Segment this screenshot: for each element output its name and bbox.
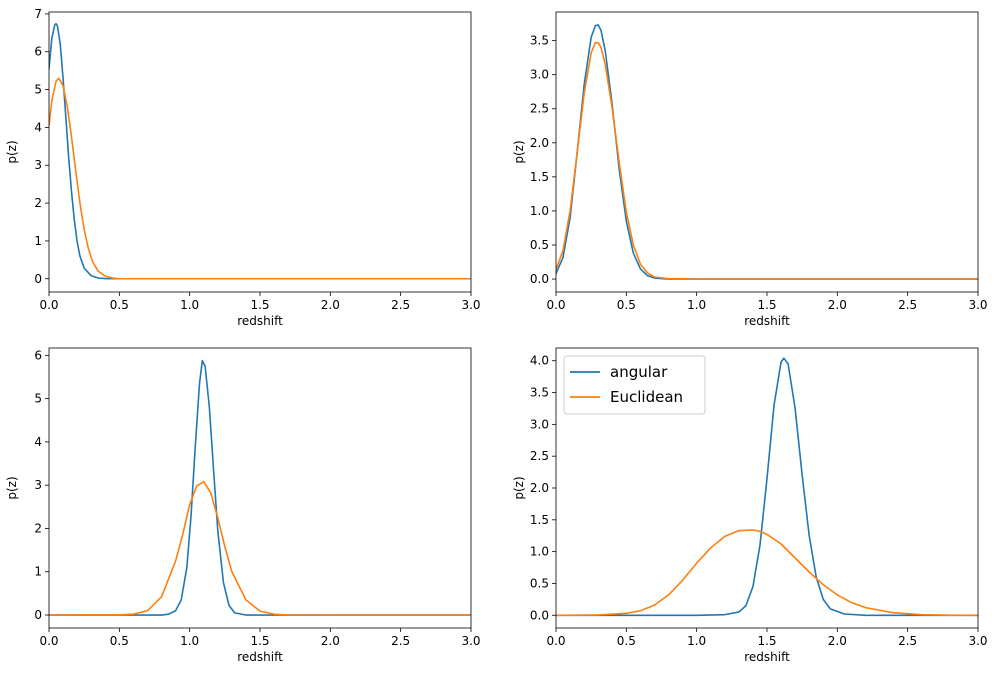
- y-tick-label: 3.0: [530, 417, 549, 431]
- axes-frame: [48, 347, 472, 629]
- x-tick-label: 1.0: [687, 634, 706, 648]
- x-tick-label: 2.0: [828, 298, 847, 312]
- x-tick-label: 0.5: [617, 634, 636, 648]
- legend-box: [563, 355, 706, 415]
- y-tick-label: 0.0: [530, 608, 549, 622]
- y-tick-label: 1.0: [530, 545, 549, 559]
- y-tick-label: 3: [34, 478, 42, 492]
- x-tick-label: 3.0: [968, 298, 987, 312]
- y-tick-label: 4: [34, 435, 42, 449]
- y-axis-label: p(z): [5, 476, 19, 499]
- x-tick-label: 2.0: [321, 298, 340, 312]
- x-tick-label: 0.0: [546, 634, 565, 648]
- y-tick-label: 2: [34, 196, 42, 210]
- y-tick-label: 1.5: [530, 513, 549, 527]
- x-tick-label: 1.0: [180, 634, 199, 648]
- y-tick-label: 2: [34, 521, 42, 535]
- series-line-angular: [556, 357, 978, 617]
- x-tick-label: 1.0: [180, 298, 199, 312]
- y-tick-label: 1.5: [530, 170, 549, 184]
- x-tick-label: 0.0: [546, 298, 565, 312]
- y-axis-label: p(z): [512, 140, 526, 163]
- x-axis-label: redshift: [237, 650, 283, 664]
- legend: angular Euclidean: [563, 355, 706, 415]
- axes-frame: [48, 11, 472, 293]
- x-tick-label: 0.0: [39, 298, 58, 312]
- x-tick-label: 0.0: [39, 634, 58, 648]
- x-tick-label: 1.5: [757, 298, 776, 312]
- y-tick-label: 7: [34, 7, 42, 21]
- y-tick-label: 3.0: [530, 68, 549, 82]
- y-tick-label: 2.5: [530, 102, 549, 116]
- x-tick-label: 0.5: [110, 298, 129, 312]
- y-tick-label: 0: [34, 608, 42, 622]
- y-tick-label: 5: [34, 392, 42, 406]
- y-tick-label: 1: [34, 565, 42, 579]
- y-tick-label: 3: [34, 158, 42, 172]
- series-line-euclidean: [556, 529, 978, 617]
- y-axis-label: p(z): [5, 140, 19, 163]
- y-tick-label: 1: [34, 234, 42, 248]
- x-tick-label: 3.0: [461, 634, 480, 648]
- x-tick-label: 2.5: [391, 634, 410, 648]
- y-axis-label: p(z): [512, 476, 526, 499]
- x-tick-label: 2.5: [898, 634, 917, 648]
- series-line-angular: [49, 359, 471, 616]
- y-tick-label: 3.5: [530, 34, 549, 48]
- x-tick-label: 3.0: [968, 634, 987, 648]
- y-tick-label: 6: [34, 348, 42, 362]
- x-tick-label: 1.5: [757, 634, 776, 648]
- y-tick-label: 5: [34, 83, 42, 97]
- series-line-euclidean: [49, 480, 471, 616]
- chart-panel-top-right: 0.0 0.5 1.0 1.5 2.0 2.5 3.0 0.0 0.5 1.0 1.5 2.0 2.5 3…: [512, 11, 988, 328]
- y-tick-label: 0.0: [530, 272, 549, 286]
- x-axis-label: redshift: [744, 650, 790, 664]
- x-axis-label: redshift: [744, 314, 790, 328]
- y-tick-label: 3.5: [530, 386, 549, 400]
- x-tick-label: 2.0: [828, 634, 847, 648]
- y-tick-label: 6: [34, 45, 42, 59]
- y-tick-label: 2.0: [530, 481, 549, 495]
- x-axis-label: redshift: [237, 314, 283, 328]
- y-tick-label: 4: [34, 120, 42, 134]
- x-tick-label: 1.5: [250, 634, 269, 648]
- series-line-euclidean: [49, 77, 471, 280]
- y-tick-label: 2.0: [530, 136, 549, 150]
- x-tick-label: 0.5: [617, 298, 636, 312]
- x-tick-label: 3.0: [461, 298, 480, 312]
- x-tick-label: 1.5: [250, 298, 269, 312]
- y-tick-label: 0.5: [530, 576, 549, 590]
- series-line-angular: [49, 22, 471, 280]
- chart-panel-top-left: 0.0 0.5 1.0 1.5 2.0 2.5 3.0 0 1 2 3 4 5 6 7 redshift p(z…: [5, 7, 481, 328]
- y-tick-label: 0.5: [530, 238, 549, 252]
- legend-label-angular: angular: [610, 363, 668, 381]
- x-tick-label: 0.5: [110, 634, 129, 648]
- x-tick-label: 2.5: [898, 298, 917, 312]
- axes-frame: [555, 11, 979, 293]
- chart-panel-bottom-left: 0.0 0.5 1.0 1.5 2.0 2.5 3.0 0 1 2 3 4 5 6 redshift p(z): [5, 347, 481, 664]
- series-line-euclidean: [556, 41, 978, 280]
- x-tick-label: 1.0: [687, 298, 706, 312]
- y-tick-label: 4.0: [530, 354, 549, 368]
- y-tick-label: 0: [34, 272, 42, 286]
- x-tick-label: 2.5: [391, 298, 410, 312]
- y-tick-label: 2.5: [530, 449, 549, 463]
- legend-label-euclidean: Euclidean: [610, 388, 683, 406]
- y-tick-label: 1.0: [530, 204, 549, 218]
- x-tick-label: 2.0: [321, 634, 340, 648]
- series-line-angular: [556, 24, 978, 280]
- chart-panel-bottom-right: 0.0 0.5 1.0 1.5 2.0 2.5 3.0 0.0 0.5 1.0 1.5 2.0 2.5 3…: [512, 347, 988, 664]
